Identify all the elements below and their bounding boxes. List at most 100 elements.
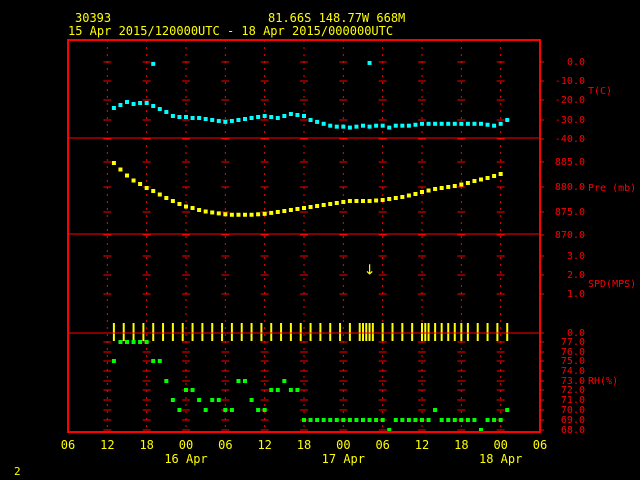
rh-point: [236, 379, 241, 383]
rh-point: [111, 359, 116, 363]
temperature-point: [393, 123, 398, 128]
pressure-point: [367, 199, 372, 203]
x-tick-label: 00: [179, 438, 193, 452]
pressure-point: [361, 199, 365, 203]
y-tick-label: 0.0: [567, 57, 585, 68]
pressure-point: [347, 199, 352, 203]
rh-point: [334, 418, 339, 422]
x-tick-label: 06: [375, 438, 389, 452]
pressure-point: [118, 167, 123, 172]
temperature-point: [439, 121, 444, 126]
x-tick-label: 18: [454, 438, 468, 452]
pressure-point: [131, 178, 136, 183]
pressure-point: [269, 210, 274, 215]
pressure-point: [184, 204, 188, 209]
temperature-point: [118, 103, 123, 107]
rh-point: [170, 398, 175, 402]
temperature-point: [282, 114, 287, 118]
temperature-point: [125, 100, 129, 104]
rh-point: [465, 418, 470, 422]
rh-point: [177, 408, 182, 412]
temperature-point: [334, 124, 339, 129]
rh-point: [164, 379, 169, 383]
temperature-point: [452, 121, 457, 126]
rh-point: [223, 408, 228, 412]
pressure-point: [420, 190, 424, 194]
y-tick-label: 77.0: [561, 337, 585, 348]
rh-point: [184, 388, 188, 392]
rh-point: [190, 388, 195, 392]
temperature-point: [210, 118, 215, 122]
panel-label: Pre (mb): [588, 183, 636, 194]
rh-point: [282, 379, 287, 383]
temperature-point: [229, 118, 234, 123]
station-location: 81.66S 148.77W 668M: [268, 11, 405, 25]
pressure-point: [216, 211, 221, 216]
temperature-point: [269, 115, 274, 119]
x-tick-label: 06: [218, 438, 232, 452]
temperature-point: [321, 121, 326, 126]
rh-point: [216, 398, 221, 402]
rh-point: [367, 418, 372, 422]
pressure-point: [164, 196, 169, 200]
temperature-point: [367, 60, 372, 65]
rh-point: [341, 418, 346, 422]
y-tick-label: 870.0: [555, 230, 585, 241]
rh-point: [118, 340, 123, 344]
temperature-point: [498, 121, 503, 126]
temperature-point: [164, 110, 169, 114]
temperature-point: [302, 114, 306, 118]
temperature-point: [485, 122, 490, 127]
rh-point: [347, 418, 352, 422]
pressure-point: [111, 161, 116, 165]
temperature-point: [144, 101, 149, 105]
pressure-point: [452, 184, 457, 188]
rh-point: [387, 428, 392, 432]
rh-point: [256, 408, 261, 412]
rh-point: [157, 359, 162, 363]
rh-point: [288, 388, 293, 392]
pressure-point: [400, 195, 405, 199]
pressure-point: [249, 212, 254, 217]
rh-point: [426, 418, 431, 422]
pressure-point: [177, 202, 182, 206]
temperature-point: [315, 119, 320, 124]
y-tick-label: 1.0: [567, 289, 585, 300]
pressure-point: [223, 212, 228, 217]
rh-point: [302, 418, 306, 422]
temperature-point: [184, 115, 188, 119]
time-range: 15 Apr 2015/120000UTC - 18 Apr 2015/0000…: [68, 24, 393, 38]
rh-point: [295, 388, 300, 392]
pressure-point: [157, 192, 162, 197]
pressure-point: [262, 211, 267, 216]
temperature-point: [406, 123, 411, 128]
pressure-point: [354, 199, 359, 203]
temperature-point: [262, 114, 267, 118]
temperature-point: [505, 118, 510, 122]
pressure-point: [295, 207, 300, 211]
y-tick-label: 68.0: [561, 425, 585, 436]
y-tick-label: -20.0: [555, 95, 585, 106]
pressure-point: [433, 187, 438, 191]
temperature-point: [426, 121, 431, 126]
rh-point: [505, 408, 510, 412]
rh-point: [433, 408, 438, 412]
rh-point: [210, 398, 215, 402]
y-tick-label: 885.0: [555, 157, 585, 168]
temperature-point: [387, 125, 392, 130]
pressure-point: [498, 172, 503, 176]
temperature-point: [459, 121, 464, 126]
pressure-point: [302, 206, 306, 210]
pressure-point: [190, 206, 195, 210]
temperature-point: [170, 114, 175, 118]
rh-point: [197, 398, 202, 402]
pressure-point: [439, 186, 444, 190]
pressure-point: [308, 205, 313, 209]
rh-point: [413, 418, 418, 422]
y-tick-label: 75.0: [561, 356, 585, 367]
rh-point: [406, 418, 411, 422]
pressure-point: [144, 186, 149, 190]
pressure-point: [282, 209, 287, 213]
y-tick-label: 76.0: [561, 347, 585, 358]
pressure-point: [275, 210, 280, 214]
